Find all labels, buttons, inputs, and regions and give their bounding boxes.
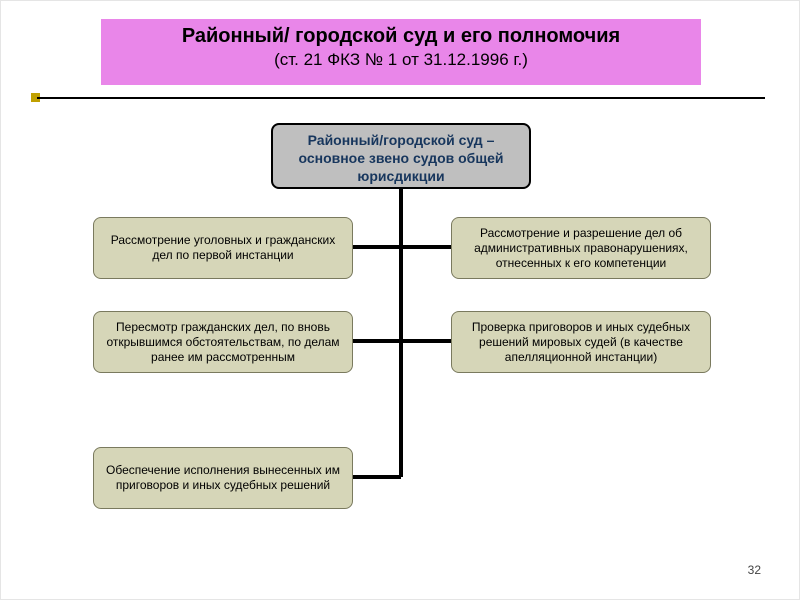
leaf-label: Обеспечение исполнения вынесенных им при… [102,463,344,493]
leaf-criminal-civil-first-instance: Рассмотрение уголовных и гражданских дел… [93,217,353,279]
leaf-administrative-cases: Рассмотрение и разрешение дел об админис… [451,217,711,279]
leaf-label: Проверка приговоров и иных судебных реше… [460,320,702,365]
leaf-label: Пересмотр гражданских дел, по вновь откр… [102,320,344,365]
title-sub: (ст. 21 ФКЗ № 1 от 31.12.1996 г.) [111,50,691,70]
horizontal-rule [37,97,765,99]
slide: Районный/ городской суд и его полномочия… [0,0,800,600]
title-bar: Районный/ городской суд и его полномочия… [101,19,701,85]
leaf-label: Рассмотрение уголовных и гражданских дел… [102,233,344,263]
root-node: Районный/городской суд – основное звено … [271,123,531,189]
title-main: Районный/ городской суд и его полномочия [111,25,691,48]
leaf-civil-review-new-facts: Пересмотр гражданских дел, по вновь откр… [93,311,353,373]
root-node-label: Районный/городской суд – основное звено … [298,132,503,184]
leaf-label: Рассмотрение и разрешение дел об админис… [460,226,702,271]
page-number: 32 [748,563,761,577]
leaf-appellate-check: Проверка приговоров и иных судебных реше… [451,311,711,373]
leaf-enforcement: Обеспечение исполнения вынесенных им при… [93,447,353,509]
connector-lines [1,1,800,601]
